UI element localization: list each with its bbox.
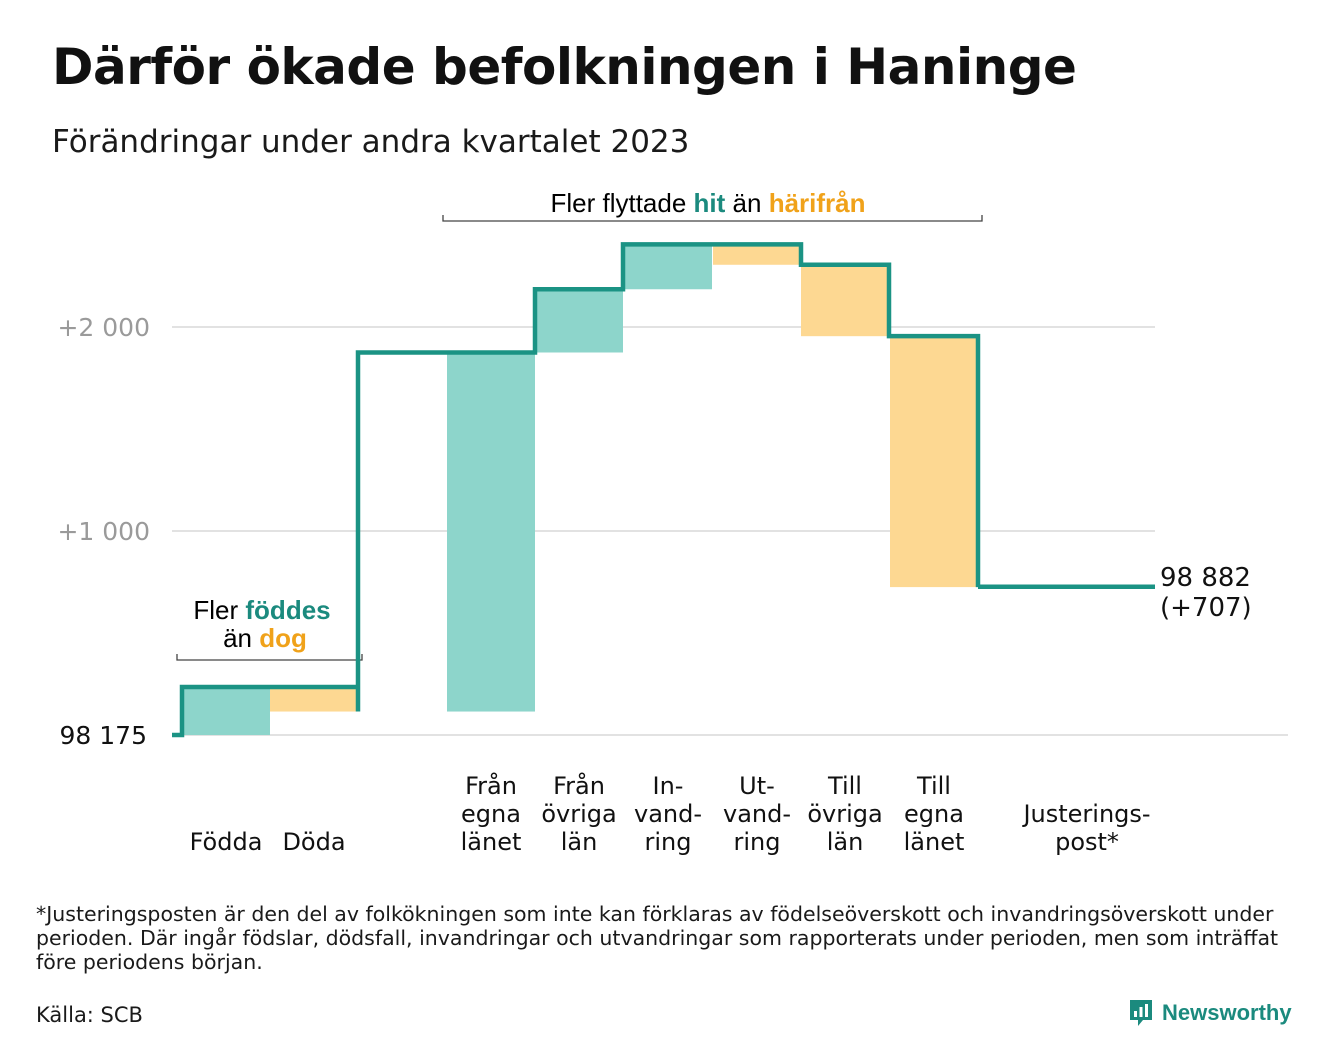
brand-logo: Newsworthy <box>1128 996 1292 1030</box>
category-label-line: ring <box>645 828 692 856</box>
brand-name: Newsworthy <box>1162 1000 1292 1025</box>
y-tick-label: 98 175 <box>60 721 147 750</box>
category-label-line: ring <box>734 828 781 856</box>
category-label-line: övriga <box>541 800 616 828</box>
waterfall-bar <box>182 687 270 735</box>
end-value-label: 98 882 <box>1160 563 1251 593</box>
footnote: *Justeringsposten är den del av folkökni… <box>36 902 1279 974</box>
migration-annotation: Fler flyttade hit än härifrån <box>550 188 865 218</box>
waterfall-bar <box>801 264 889 337</box>
end-change-label: (+707) <box>1160 593 1252 623</box>
category-label-line: länet <box>461 828 522 856</box>
category-label-line: Från <box>553 771 605 800</box>
waterfall-bar <box>535 289 623 353</box>
births-annotation-highlight2: dog <box>259 623 307 653</box>
chart-title: Därför ökade befolkningen i Haninge <box>52 38 1077 96</box>
category-label-line: Till <box>916 772 951 800</box>
category-label: Döda <box>282 828 345 856</box>
category-label-line: län <box>827 828 864 856</box>
births-annotation-prefix2: än <box>223 623 252 653</box>
category-label: Från övriga län <box>541 771 616 856</box>
births-annotation-highlight: föddes <box>245 595 330 625</box>
cumulative-step-line <box>172 242 1155 738</box>
source-label: Källa: SCB <box>36 1003 143 1027</box>
category-label-line: övriga <box>807 800 882 828</box>
migration-annotation-prefix: Fler flyttade <box>550 188 686 218</box>
migration-bracket <box>442 215 983 222</box>
births-annotation-prefix: Fler <box>193 595 238 625</box>
bar-layer <box>182 244 1066 735</box>
category-label-line: länet <box>904 828 965 856</box>
waterfall-bar <box>624 244 712 290</box>
migration-annotation-highlight2: härifrån <box>769 188 866 218</box>
category-label-line: Födda <box>190 828 263 856</box>
category-label-line: Justerings- <box>1021 800 1150 828</box>
category-label: Justerings-post* <box>1021 800 1150 856</box>
category-label-line: egna <box>461 800 521 828</box>
waterfall-bar <box>890 336 978 588</box>
category-label-line: vand- <box>634 800 702 828</box>
category-label: Till egna länet <box>904 772 965 856</box>
waterfall-bar <box>713 244 801 265</box>
births-bracket <box>176 654 363 661</box>
category-label-line: egna <box>904 800 964 828</box>
category-label: Från egna länet <box>461 771 522 856</box>
category-label: Ut-vand-ring <box>723 772 791 856</box>
births-annotation-line2: än dog <box>223 623 307 653</box>
category-label: In-vand-ring <box>634 772 702 856</box>
category-label: Till övriga län <box>807 772 882 856</box>
births-annotation-line1: Fler föddes <box>193 595 330 625</box>
newsworthy-logo-icon <box>1130 1000 1152 1026</box>
category-label-line: Från <box>465 771 517 800</box>
waterfall-bar <box>270 687 358 712</box>
migration-annotation-middle: än <box>733 188 762 218</box>
migration-annotation-highlight1: hit <box>694 188 726 218</box>
waterfall-bar <box>447 352 535 712</box>
category-label-line: Till <box>827 772 862 800</box>
category-label-line: In- <box>653 772 684 800</box>
category-label-line: vand- <box>723 800 791 828</box>
category-label-line: Ut- <box>739 772 775 800</box>
line-layer <box>172 242 1155 738</box>
annotation-layer: Fler föddes än dog Fler flyttade hit än … <box>176 188 1252 661</box>
category-label: Födda <box>190 828 263 856</box>
category-label-line: Döda <box>282 828 345 856</box>
y-tick-label: +1 000 <box>57 517 150 546</box>
y-tick-label: +2 000 <box>57 313 150 342</box>
chart-subtitle: Förändringar under andra kvartalet 2023 <box>52 124 690 160</box>
waterfall-chart: 98 175 +1 000 +2 000 Fler föddes än dog Fl… <box>57 188 1288 856</box>
category-label-line: län <box>561 828 598 856</box>
grid-layer: 98 175 +1 000 +2 000 <box>57 313 1288 750</box>
category-label-line: post* <box>1055 828 1119 856</box>
